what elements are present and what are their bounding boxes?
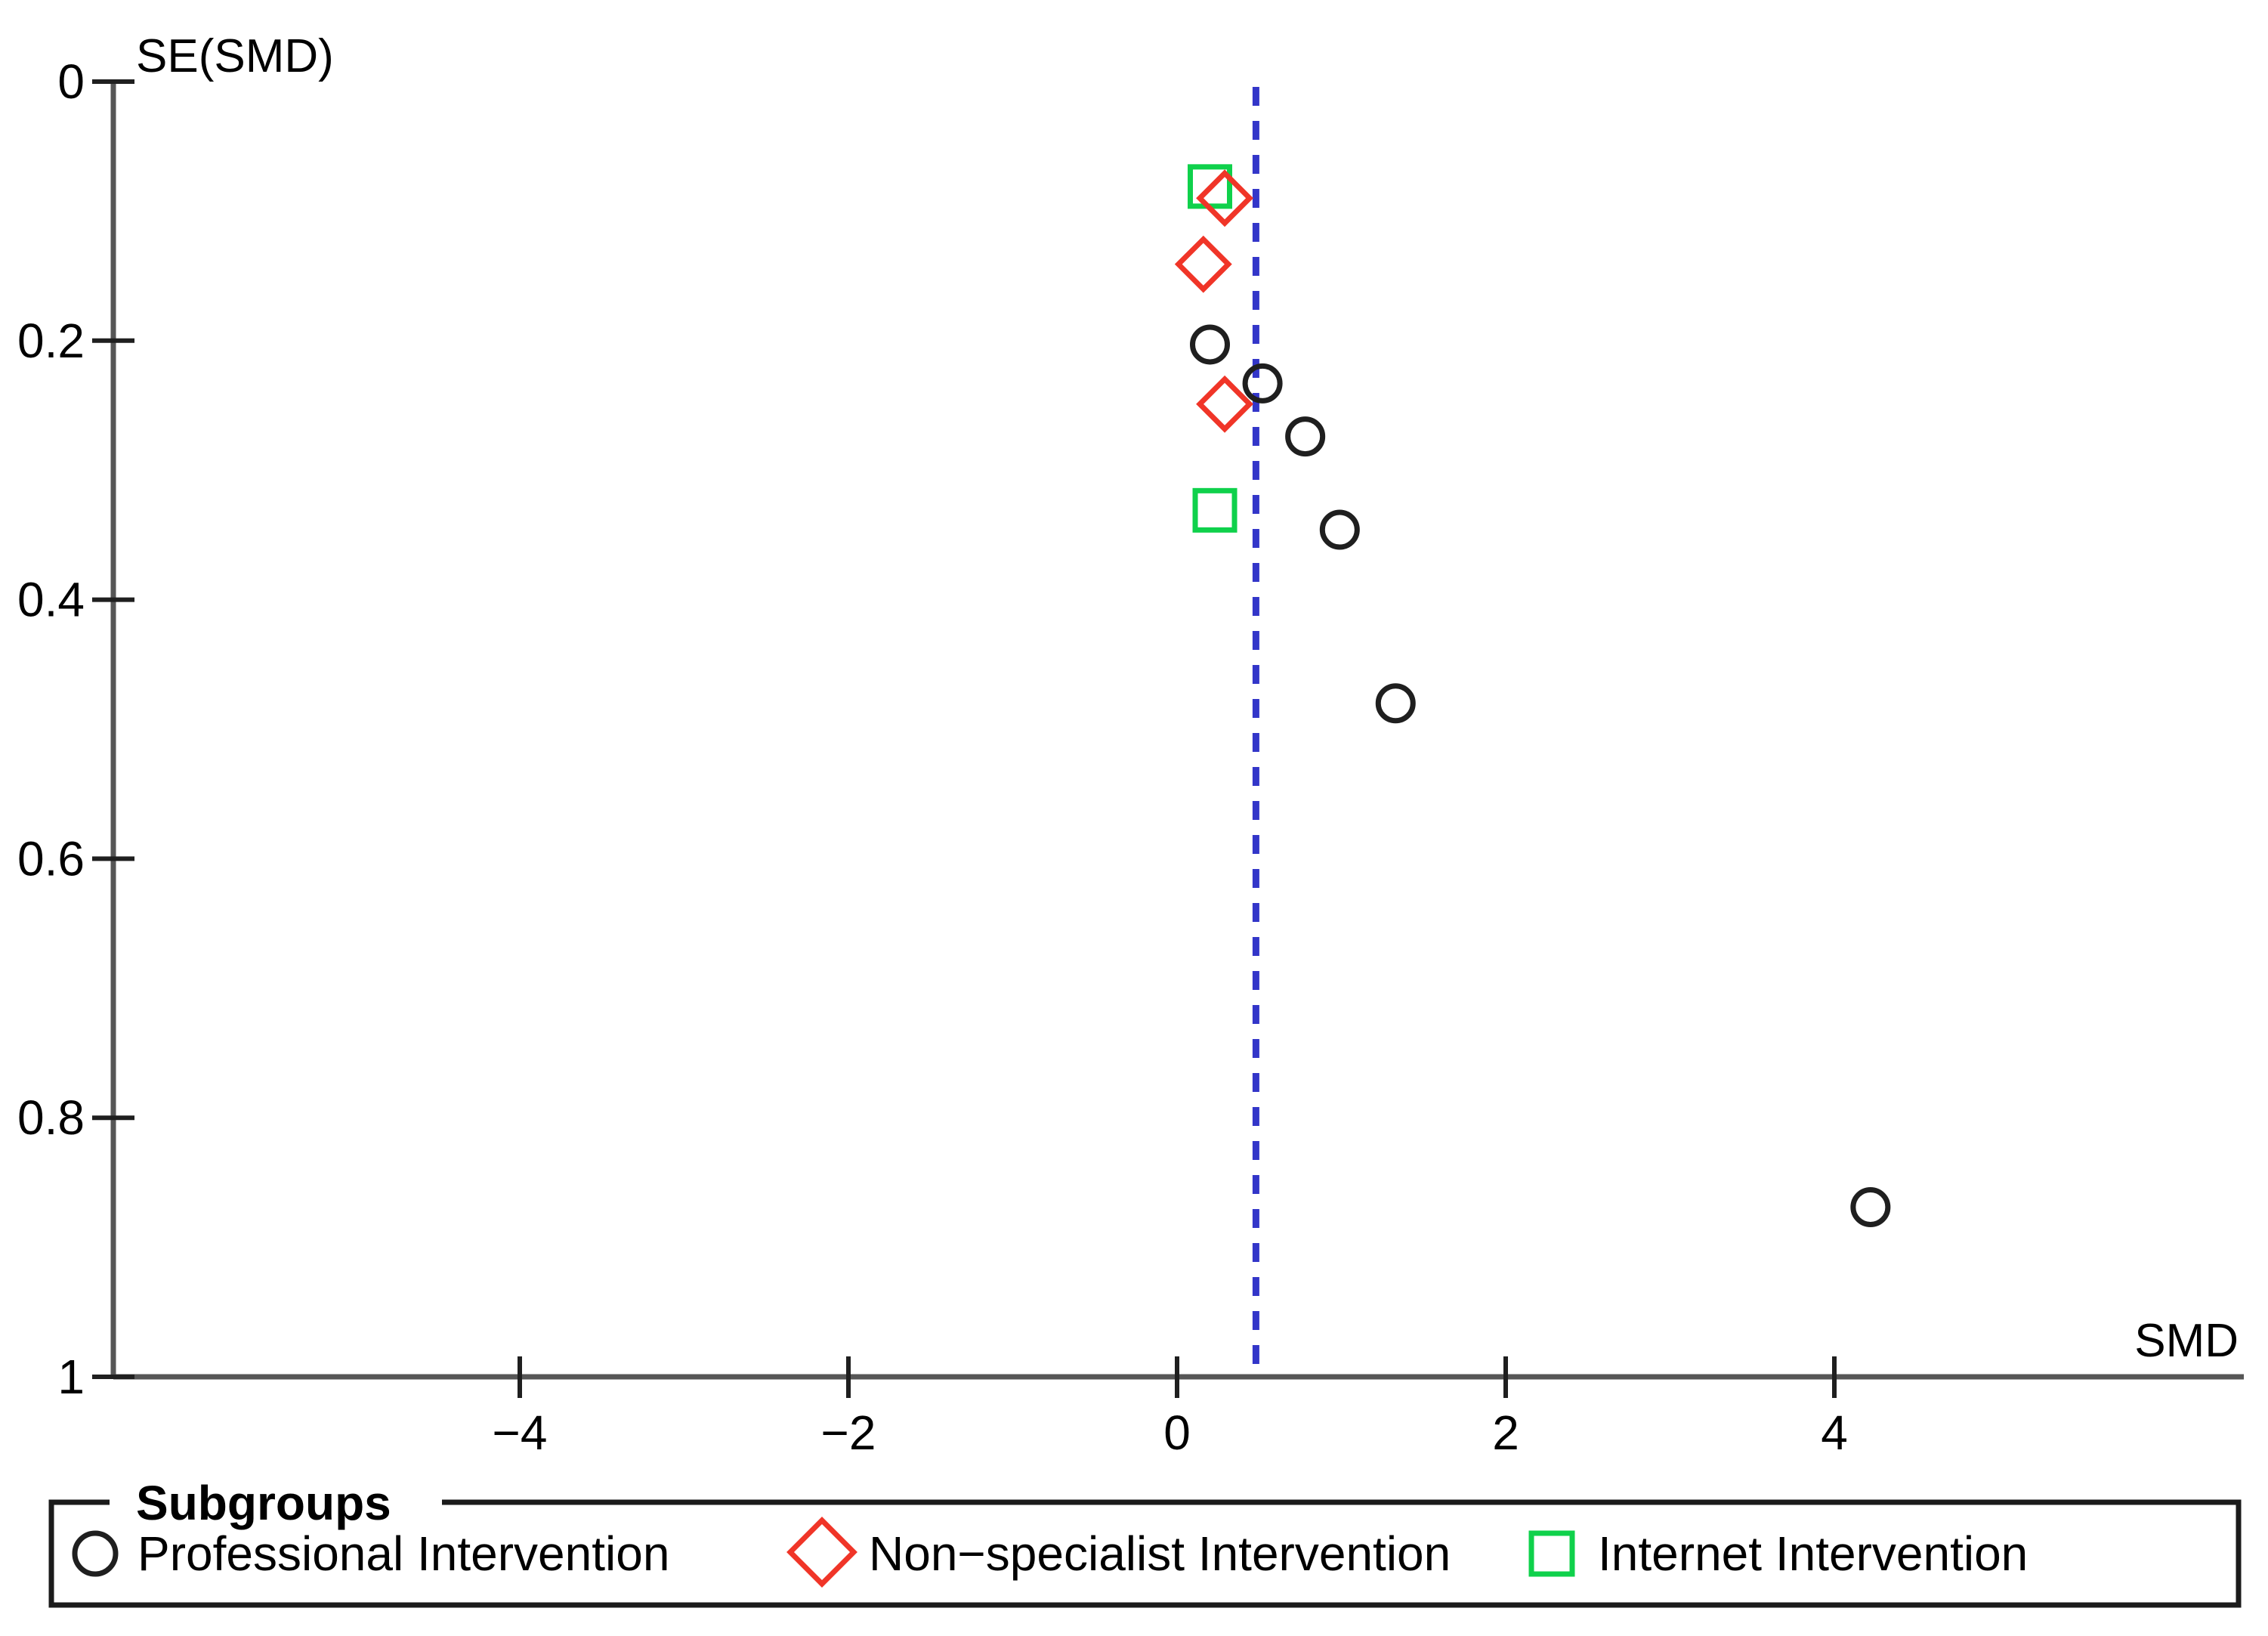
y-tick-label: 0.4 (17, 573, 85, 627)
circle-marker-icon (72, 1530, 119, 1577)
y-tick-label: 1 (57, 1350, 85, 1404)
data-point-diamond (1196, 169, 1254, 227)
legend-title-mask (110, 1492, 442, 1513)
x-tick-label: −2 (821, 1406, 876, 1460)
data-point-circle (1285, 416, 1326, 457)
data-point-square (1192, 487, 1238, 533)
legend-item-internet-intervention: Internet Intervention (1528, 1526, 2028, 1581)
data-point-circle (1190, 324, 1230, 365)
legend-title: Subgroups (136, 1476, 391, 1530)
legend-item-label: Professional Intervention (138, 1526, 669, 1581)
data-point-diamond (1196, 375, 1254, 433)
y-tick-label: 0.8 (17, 1090, 85, 1145)
x-axis-ticks: −4 −2 0 2 4 (493, 1356, 1848, 1460)
data-point-circle (1375, 683, 1416, 724)
y-tick-label: 0.6 (17, 831, 85, 886)
data-point-circle (1242, 363, 1283, 404)
legend-item-label: Internet Intervention (1598, 1526, 2028, 1581)
legend-item-label: Non−specialist Intervention (869, 1526, 1451, 1581)
x-tick-label: 4 (1821, 1406, 1848, 1460)
legend-item-non-specialist-intervention: Non−specialist Intervention (786, 1517, 1451, 1588)
data-point-circle (1319, 509, 1360, 550)
square-marker-icon (1528, 1530, 1575, 1577)
data-points (1174, 164, 1891, 1227)
legend-border (48, 1499, 2242, 1608)
y-tick-label: 0 (57, 54, 85, 109)
data-point-diamond (1174, 235, 1232, 293)
y-axis-title: SE(SMD) (136, 30, 334, 82)
x-tick-label: 2 (1492, 1406, 1519, 1460)
x-tick-label: 0 (1163, 1406, 1191, 1460)
data-point-circle (1850, 1186, 1891, 1227)
legend-item-professional-intervention: Professional Intervention (72, 1526, 669, 1581)
x-tick-label: −4 (493, 1406, 548, 1460)
diamond-marker-icon (786, 1517, 857, 1588)
legend: Subgroups Professional Intervention Non−… (48, 1476, 2242, 1608)
axes (110, 82, 2244, 1380)
y-axis-ticks: 0 0.2 0.4 0.6 0.8 1 (17, 54, 134, 1404)
y-tick-label: 0.2 (17, 314, 85, 368)
x-axis-title: SMD (2134, 1315, 2239, 1367)
